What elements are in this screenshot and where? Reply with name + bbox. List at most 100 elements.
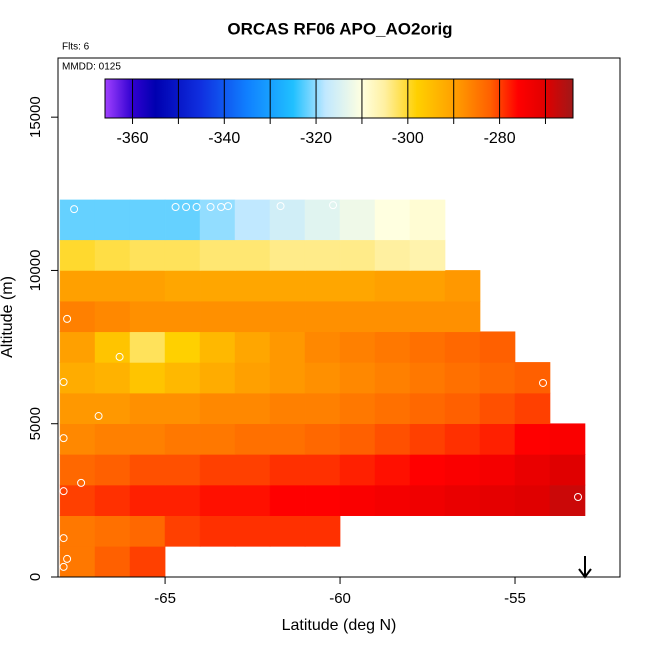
heatmap-cell (129, 199, 166, 241)
heatmap-cell (129, 515, 166, 547)
heatmap-cell (479, 331, 516, 363)
heatmap-cell (129, 270, 166, 302)
annotation: Flts: 6 (62, 42, 90, 53)
heatmap-cell (129, 546, 166, 578)
heatmap-cell (164, 270, 201, 302)
heatmap-cell (234, 331, 271, 363)
flight-point (59, 434, 68, 443)
heatmap-cell (129, 392, 166, 425)
heatmap-cell (374, 239, 411, 271)
heatmap-cell (59, 362, 96, 394)
flight-point (115, 352, 124, 361)
heatmap-cell (199, 423, 236, 455)
heatmap-cell (199, 454, 236, 486)
heatmap-cell (164, 331, 201, 363)
heatmap-cell (339, 270, 376, 302)
x-tick-label: -65 (154, 590, 176, 607)
heatmap-cell (374, 199, 411, 241)
heatmap-cell (164, 199, 201, 241)
heatmap-cell (374, 423, 411, 455)
heatmap-cell (269, 239, 306, 271)
heatmap-cell (59, 392, 96, 425)
heatmap-cell (374, 300, 411, 333)
heatmap-cell (304, 423, 341, 455)
heatmap-cell (94, 270, 131, 302)
heatmap-cell (304, 392, 341, 425)
heatmap-cell (339, 331, 376, 363)
colorbar-tick-label: -280 (484, 130, 516, 147)
plot-frame (57, 57, 621, 578)
heatmap-cell (234, 484, 271, 516)
heatmap-cell (514, 484, 551, 516)
x-tick-label: -60 (329, 590, 351, 607)
heatmap-cell (129, 300, 166, 333)
heatmap-cell (479, 392, 516, 425)
flight-point (59, 487, 68, 496)
x-tick-label: -55 (504, 590, 526, 607)
heatmap-cell (409, 199, 446, 241)
heatmap-cell (409, 454, 446, 486)
heatmap-cell (339, 199, 376, 241)
heatmap-cell (234, 270, 271, 302)
heatmap-cell (269, 300, 306, 333)
heatmap-cell (339, 392, 376, 425)
annotation: MMDD: 0125 (62, 62, 121, 73)
heatmap-cell (164, 515, 201, 547)
heatmap-cell (339, 454, 376, 486)
heatmap-cell (234, 392, 271, 425)
heatmap-cell (479, 484, 516, 516)
y-axis-label: Altitude (m) (0, 276, 16, 358)
heatmap-cell (339, 239, 376, 271)
heatmap-cell (374, 392, 411, 425)
flight-point (206, 202, 215, 211)
heatmap-cell (94, 300, 131, 333)
heatmap-cell (234, 362, 271, 394)
heatmap-cell (444, 270, 481, 302)
heatmap-cell (304, 362, 341, 394)
heatmap-cell (164, 423, 201, 455)
heatmap-cell (129, 239, 166, 271)
heatmap-cell (444, 423, 481, 455)
heatmap-cell (199, 331, 236, 363)
heatmap-cell (129, 362, 166, 394)
heatmap-cell (164, 454, 201, 486)
heatmap-cell (59, 270, 96, 302)
heatmap-cell (269, 199, 306, 241)
y-tick-label: 10000 (27, 250, 44, 292)
flight-point (182, 202, 191, 211)
heatmap-cell (409, 239, 446, 271)
heatmap-cell (409, 300, 446, 333)
heatmap-cell (269, 270, 306, 302)
heatmap-cell (269, 454, 306, 486)
heatmap-cell (304, 484, 341, 516)
heatmap-cell (94, 362, 131, 394)
heatmap-cell (304, 454, 341, 486)
x-axis-label: Latitude (deg N) (282, 617, 397, 634)
heatmap-cell (94, 199, 131, 241)
colorbar-tick-label: -360 (117, 130, 149, 147)
heatmap-cell (304, 300, 341, 333)
heatmap-cell (479, 362, 516, 394)
heatmap (59, 199, 586, 578)
heatmap-cell (444, 484, 481, 516)
heatmap-cell (409, 270, 446, 302)
heatmap-cell (269, 392, 306, 425)
heatmap-cell (374, 331, 411, 363)
chart-title: ORCAS RF06 APO_AO2orig (227, 19, 452, 38)
flight-point (192, 202, 201, 211)
flight-point (94, 412, 103, 421)
flight-point (539, 378, 548, 387)
heatmap-cell (549, 423, 586, 455)
y-tick-label: 5000 (27, 407, 44, 440)
heatmap-cell (409, 484, 446, 516)
heatmap-cell (199, 515, 236, 547)
heatmap-cell (59, 515, 96, 547)
heatmap-cell (374, 362, 411, 394)
heatmap-cell (374, 484, 411, 516)
y-tick-label: 0 (27, 573, 44, 581)
heatmap-cell (199, 239, 236, 271)
heatmap-cell (269, 331, 306, 363)
heatmap-cell (374, 454, 411, 486)
heatmap-cell (94, 423, 131, 455)
